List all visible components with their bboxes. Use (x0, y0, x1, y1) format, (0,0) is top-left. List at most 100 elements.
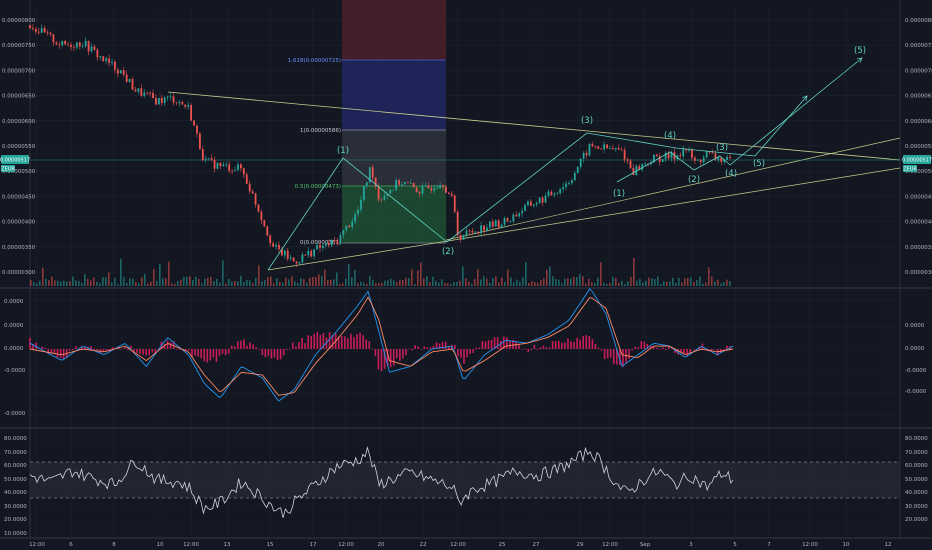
volume-bar (207, 277, 209, 286)
macd-histogram-bar (285, 349, 288, 350)
macd-histogram-bar (246, 345, 248, 349)
candle-body (418, 191, 421, 194)
volume-bar (342, 283, 344, 286)
volume-bar (606, 283, 608, 286)
candle-body (600, 148, 603, 150)
fibonacci-retracement[interactable]: 1.618(0.00000725) 1(0.00000586) 0.5(0.0000… (288, 0, 446, 246)
volume-bar (339, 283, 341, 286)
candle-body (357, 209, 359, 215)
volume-bar (588, 278, 590, 286)
price-axis-label-left: 0.00000550 (2, 144, 36, 150)
volume-bar (684, 278, 686, 286)
candle-body (365, 182, 368, 186)
candle-body (609, 148, 611, 149)
candle-body (234, 169, 236, 171)
trend-lines[interactable] (30, 91, 901, 271)
candle-body (562, 187, 565, 190)
volume-bar (549, 266, 551, 286)
candle-body (629, 160, 632, 168)
candle-body (447, 192, 450, 194)
elliott-wave-lines[interactable]: (1) (2) (3) (4) (5) (1) (2) (3) (4) (5) (267, 46, 866, 271)
volume-bar (231, 281, 233, 286)
macd-histogram-bar (594, 343, 597, 349)
volume-bar (579, 274, 581, 286)
macd-histogram-bar (588, 336, 591, 349)
candle-body (720, 157, 723, 162)
volume-bar (150, 281, 152, 286)
macd-histogram-bar (90, 346, 92, 349)
candle-body (644, 163, 647, 165)
time-axis-label: 27 (533, 542, 540, 548)
time-axis-label: 10 (843, 542, 850, 548)
macd-histogram-bar (212, 349, 215, 358)
volume-bar (453, 282, 455, 286)
macd-histogram-bar (188, 349, 190, 351)
macd-histogram-bar (93, 349, 95, 351)
candle-body (222, 164, 225, 167)
candle-body (500, 224, 503, 228)
macd-histogram-bar (353, 337, 355, 349)
macd-histogram-bar (368, 341, 371, 349)
volume-bar (99, 282, 101, 286)
volume-bar (585, 283, 587, 286)
macd-histogram-bar (331, 335, 334, 349)
fib-zone-gray (342, 130, 446, 186)
macd-histogram-bar (148, 349, 151, 356)
macd-histogram-bar (533, 345, 536, 349)
candle-body (78, 42, 81, 47)
volume-bar (36, 283, 38, 286)
macd-histogram-bar (313, 333, 316, 349)
volume-bar (438, 282, 440, 286)
volume-bar (165, 278, 167, 286)
macd-histogram-bar (466, 349, 468, 358)
candle-body (550, 191, 553, 196)
volume-bar (51, 276, 53, 286)
candle-body (612, 148, 614, 150)
macd-axis-label-right: 0.0000 (905, 346, 925, 352)
macd-histogram-bar (457, 349, 459, 357)
volume-bar (267, 276, 269, 286)
candle-body (442, 185, 444, 187)
volume-bar (210, 276, 212, 286)
volume-bar (375, 283, 377, 286)
candle-body (228, 164, 231, 171)
volume-bar (678, 277, 680, 286)
volume-bar (291, 276, 293, 286)
candle-body (617, 148, 620, 150)
macd-axis-label-right: -0.0000 (905, 368, 927, 374)
candle-body (245, 174, 248, 184)
macd-histogram-bar (175, 349, 178, 350)
candle-body (679, 155, 682, 157)
candle-body (231, 170, 234, 172)
volume-bar (330, 279, 332, 286)
macd-histogram-bar (243, 339, 245, 349)
volume-bar (564, 278, 566, 286)
candle-body (181, 102, 184, 105)
macd-histogram-bar (600, 349, 603, 351)
volume-bar (84, 274, 86, 286)
macd-histogram-bar (157, 348, 160, 350)
candle-body (491, 221, 494, 227)
candle-body (412, 182, 415, 188)
fib-zone-blue (342, 60, 446, 130)
volume-bar (477, 269, 479, 286)
candle-body (149, 92, 151, 94)
macd-histogram-bar (527, 349, 530, 352)
volume-bar (558, 279, 560, 286)
volume-bar (321, 276, 323, 286)
candle-body (363, 185, 365, 200)
volume-bar (696, 280, 698, 286)
volume-bar (117, 283, 119, 286)
candle-body (102, 56, 105, 62)
macd-histogram-bar (264, 349, 267, 358)
candle-body (105, 58, 108, 62)
macd-histogram-bar (50, 349, 53, 353)
wave-projection-arrow (754, 95, 808, 157)
macd-histogram-bar (438, 343, 441, 349)
volume-bar (255, 278, 257, 286)
macd-histogram-bar (631, 349, 633, 351)
volume-bar (387, 280, 389, 286)
volume-bar (144, 273, 146, 286)
macd-histogram-bar (423, 346, 426, 349)
